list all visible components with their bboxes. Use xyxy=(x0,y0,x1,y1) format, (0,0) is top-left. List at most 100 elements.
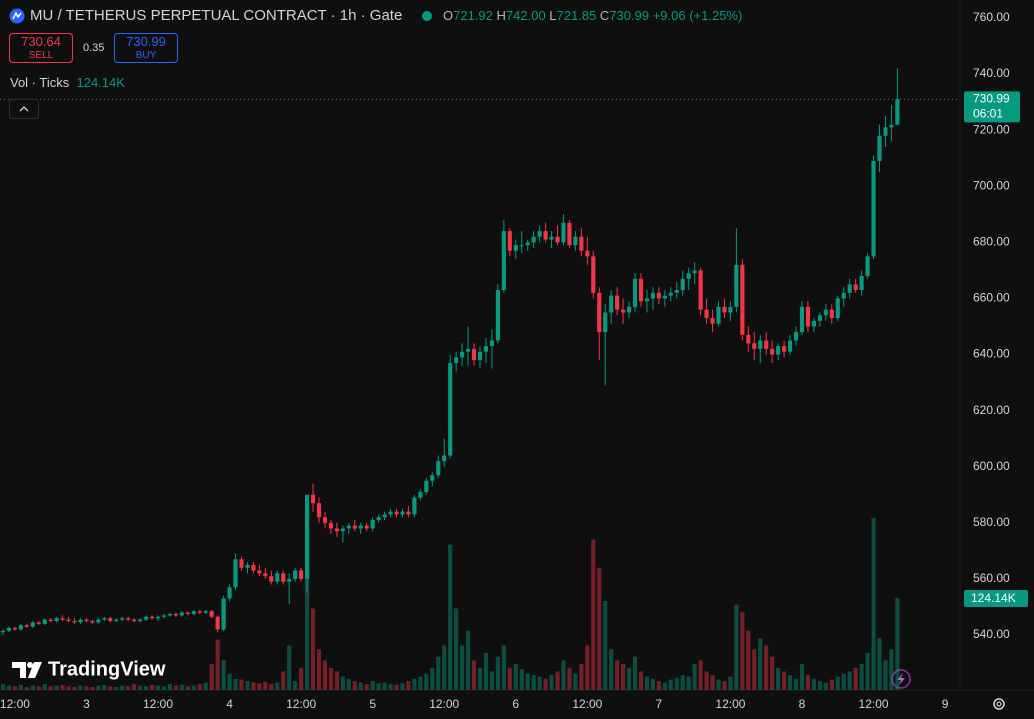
volume-bar xyxy=(310,608,316,690)
candle-body xyxy=(66,619,71,621)
volume-bar xyxy=(364,684,369,690)
plot xyxy=(0,68,900,690)
volume-bar xyxy=(215,639,220,690)
settings-button[interactable] xyxy=(993,698,1005,710)
candle-body xyxy=(644,298,650,302)
buy-label: BUY xyxy=(135,50,157,61)
countdown: 06:01 xyxy=(973,106,1003,120)
volume-bar xyxy=(722,681,727,690)
volume-bar xyxy=(30,685,35,690)
volume-bar xyxy=(138,685,143,690)
volume-bar xyxy=(448,544,453,690)
collapse-button[interactable] xyxy=(9,99,39,119)
candle-body xyxy=(877,135,882,161)
volume-bar xyxy=(436,656,441,690)
candle-body xyxy=(793,332,799,341)
candle-body xyxy=(12,628,17,630)
candle-body xyxy=(632,278,638,307)
volume-bar xyxy=(370,681,375,690)
candle-body xyxy=(293,570,298,579)
candle-body xyxy=(835,298,840,319)
volume-bar xyxy=(233,678,238,690)
candle-body xyxy=(811,320,816,327)
volume-bar xyxy=(555,671,560,690)
volume-bar xyxy=(752,649,757,690)
volume-bar xyxy=(269,684,274,690)
buy-price: 730.99 xyxy=(126,34,166,49)
volume-bar xyxy=(36,686,41,690)
y-tick-label: 640.00 xyxy=(973,347,1010,361)
candle-body xyxy=(519,245,524,247)
candle-body xyxy=(454,357,459,363)
candle-body xyxy=(585,250,590,257)
volume-bar xyxy=(471,660,477,690)
x-tick-label: 12:00 xyxy=(572,697,602,711)
volume-bar xyxy=(257,683,262,690)
x-tick-label: 3 xyxy=(83,697,90,711)
candle-body xyxy=(18,625,23,630)
volume-bar xyxy=(853,667,858,690)
y-tick-label: 580.00 xyxy=(973,515,1010,529)
candle-body xyxy=(787,340,793,352)
sell-button[interactable]: 730.64 SELL xyxy=(9,33,73,63)
candle-body xyxy=(513,245,518,251)
ohlc-value: 730.99 xyxy=(609,8,650,23)
volume-bar xyxy=(334,671,339,690)
volume-bar xyxy=(239,679,244,690)
volume-bar xyxy=(477,667,483,690)
x-tick-label: 12:00 xyxy=(286,697,316,711)
lightning-button[interactable] xyxy=(891,669,911,689)
volume-bar xyxy=(656,681,661,690)
volume-bar xyxy=(710,675,715,690)
volume-bar xyxy=(865,652,870,690)
candle-body xyxy=(531,236,536,243)
ohlc-value: 721.85 xyxy=(556,8,597,23)
volume-bar xyxy=(776,667,781,690)
volume-bar xyxy=(12,686,17,690)
volume-bar xyxy=(48,686,53,690)
volume-bar xyxy=(60,684,65,690)
candle-body xyxy=(770,348,775,355)
candle-body xyxy=(626,306,632,313)
volume-bar xyxy=(829,679,834,690)
candle-body xyxy=(776,346,781,355)
candle-body xyxy=(299,570,304,579)
volume-bar xyxy=(698,660,703,690)
candle-body xyxy=(561,222,566,243)
candle-body xyxy=(406,511,411,515)
candle-body xyxy=(549,236,554,240)
candle-body xyxy=(394,511,399,515)
volume-bar xyxy=(686,676,691,690)
candle-body xyxy=(281,573,286,582)
volume-bar xyxy=(609,649,614,690)
volume-bar xyxy=(591,539,596,690)
volume-bar xyxy=(149,684,155,690)
candle-body xyxy=(430,475,435,481)
volume-bar xyxy=(632,656,638,690)
volume-bar xyxy=(90,687,95,690)
candle-body xyxy=(692,270,697,274)
x-tick-label: 4 xyxy=(226,697,233,711)
spread: 0.35 xyxy=(83,42,105,54)
volume-bar xyxy=(847,671,852,690)
candle-body xyxy=(483,346,489,352)
candle-body xyxy=(782,346,787,352)
ohlc-legend: O721.92 H742.00 L721.85 C730.99 +9.06 (+… xyxy=(443,8,742,23)
candle-body xyxy=(209,611,214,617)
buy-button[interactable]: 730.99 BUY xyxy=(114,33,178,63)
candle-body xyxy=(847,284,852,293)
volume-bar xyxy=(621,664,626,690)
candle-body xyxy=(597,292,602,333)
x-tick-label: 6 xyxy=(512,697,519,711)
candle-body xyxy=(364,525,369,529)
candle-body xyxy=(60,618,65,620)
volume-bar xyxy=(817,681,822,690)
volume-bar xyxy=(787,675,793,690)
volume-bar xyxy=(299,667,304,690)
volume-bar xyxy=(615,660,620,690)
candle-body xyxy=(674,290,679,293)
volume-bar xyxy=(144,686,149,690)
volume-bar xyxy=(418,676,423,690)
candle-body xyxy=(603,312,608,333)
